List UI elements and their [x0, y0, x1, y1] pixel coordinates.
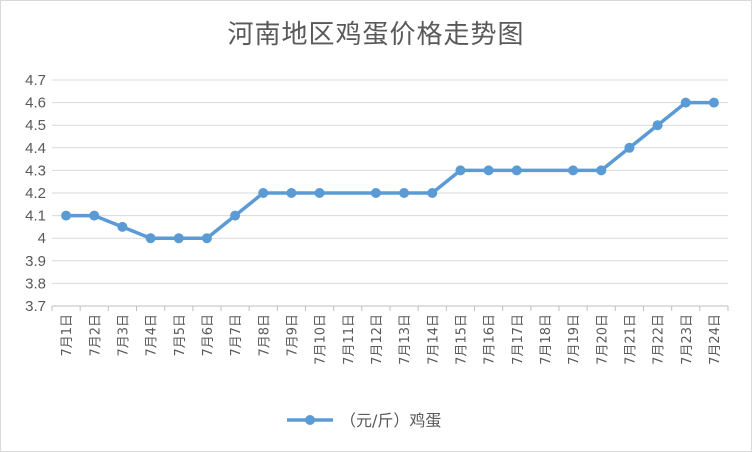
data-point: [173, 233, 184, 244]
x-tick-label: 7月20日: [595, 314, 610, 365]
x-tick-label: 7月22日: [652, 314, 667, 365]
x-tick-label: 7月24日: [708, 314, 723, 365]
x-tick-label: 7月10日: [314, 314, 329, 365]
x-tick-label: 7月16日: [483, 314, 498, 365]
data-point: [427, 188, 438, 198]
x-tick-label: 7月8日: [257, 314, 272, 357]
y-tick-label: 4.3: [25, 162, 46, 179]
x-tick-label: 7月12日: [370, 314, 385, 365]
data-point: [145, 233, 156, 244]
x-tick-label: 7月3日: [116, 314, 131, 357]
data-point: [201, 233, 212, 244]
data-point: [624, 142, 635, 153]
x-tick-label: 7月21日: [623, 314, 638, 365]
x-tick-label: 7月1日: [60, 314, 75, 357]
y-tick-label: 4.5: [25, 117, 46, 134]
x-tick-label: 7月15日: [454, 314, 469, 365]
data-point: [230, 210, 241, 221]
x-tick-label: 7月11日: [342, 314, 357, 365]
y-tick-label: 4.4: [25, 140, 46, 157]
y-axis-ticks: 3.7 3.8 3.9 4 4.1 4.2 4.3 4.4 4.5 4.6 4.7: [25, 72, 46, 315]
data-point: [568, 165, 579, 176]
y-tick-label: 4: [38, 230, 46, 247]
legend: （元/斤）鸡蛋: [287, 411, 441, 430]
data-point: [258, 188, 269, 198]
data-point: [399, 188, 410, 198]
data-point: [596, 165, 607, 176]
data-point: [511, 165, 522, 176]
x-tick-label: 7月18日: [539, 314, 554, 365]
data-point: [708, 97, 719, 108]
data-point: [680, 97, 691, 108]
data-point: [483, 165, 494, 176]
series-layer: [61, 97, 719, 244]
data-point: [455, 165, 466, 176]
y-tick-label: 3.9: [25, 253, 46, 270]
x-tick-label: 7月6日: [201, 314, 216, 357]
y-tick-label: 4.6: [25, 95, 46, 112]
x-tick-label: 7月9日: [285, 314, 300, 357]
y-tick-label: 4.7: [25, 72, 46, 89]
chart-title: 河南地区鸡蛋价格走势图: [227, 20, 525, 50]
legend-label: （元/斤）鸡蛋: [340, 411, 441, 430]
y-tick-label: 4.2: [25, 185, 46, 202]
x-axis-ticks: 7月1日 7月2日 7月3日 7月4日 7月5日 7月6日 7月7日 7月8日 7月9日 7月10…: [51, 306, 729, 365]
y-tick-label: 4.1: [25, 208, 46, 225]
data-point: [61, 210, 72, 221]
data-point: [286, 188, 297, 198]
x-tick-label: 7月13日: [398, 314, 413, 365]
x-tick-label: 7月2日: [88, 314, 103, 357]
x-tick-label: 7月5日: [173, 314, 188, 357]
data-point: [370, 188, 381, 198]
x-tick-label: 7月23日: [680, 314, 695, 365]
series-line: [64, 100, 716, 240]
y-tick-label: 3.8: [25, 275, 46, 292]
x-tick-label: 7月19日: [567, 314, 582, 365]
x-tick-label: 7月4日: [145, 314, 160, 357]
data-point: [117, 221, 128, 232]
x-tick-label: 7月14日: [426, 314, 441, 365]
data-point: [652, 120, 663, 131]
legend-marker: [305, 415, 315, 425]
data-point: [314, 188, 325, 198]
x-tick-label: 7月7日: [229, 314, 244, 357]
data-point: [89, 210, 100, 221]
x-tick-label: 7月17日: [511, 314, 526, 365]
y-tick-label: 3.7: [25, 298, 46, 315]
